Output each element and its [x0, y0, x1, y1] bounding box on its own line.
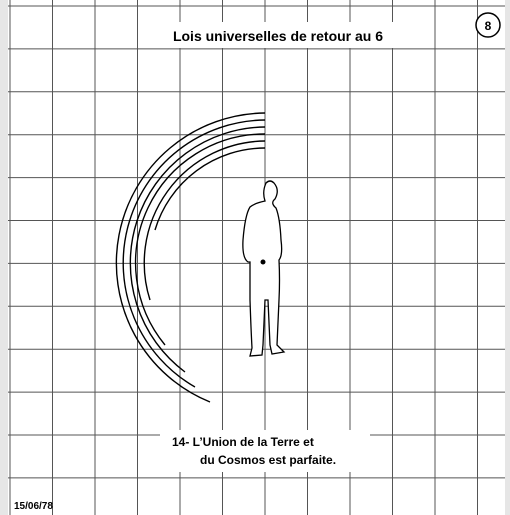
- page: Lois universelles de retour au 6 8 14- L…: [0, 0, 510, 515]
- center-dot: [261, 260, 266, 265]
- date: 15/06/78: [14, 501, 53, 512]
- title: Lois universelles de retour au 6: [173, 28, 383, 44]
- diagram: Lois universelles de retour au 6 8 14- L…: [0, 0, 510, 515]
- caption-line: 14- L’Union de la Terre et: [172, 435, 314, 449]
- caption-line: du Cosmos est parfaite.: [200, 453, 336, 467]
- page-number: 8: [485, 19, 492, 33]
